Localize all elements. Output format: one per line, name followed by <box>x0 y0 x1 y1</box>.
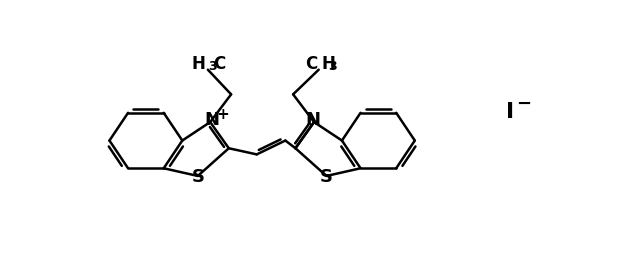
Text: H: H <box>322 55 335 73</box>
Text: 3: 3 <box>328 60 337 73</box>
Text: +: + <box>216 107 229 122</box>
Text: −: − <box>516 95 532 113</box>
Text: 3: 3 <box>209 60 217 73</box>
Text: C: C <box>305 55 317 73</box>
Text: C: C <box>213 55 225 73</box>
Text: H: H <box>191 55 205 73</box>
Text: S: S <box>191 168 204 186</box>
Text: N: N <box>204 111 220 129</box>
Text: N: N <box>305 111 320 129</box>
Text: I: I <box>506 102 514 122</box>
Text: S: S <box>320 168 333 186</box>
